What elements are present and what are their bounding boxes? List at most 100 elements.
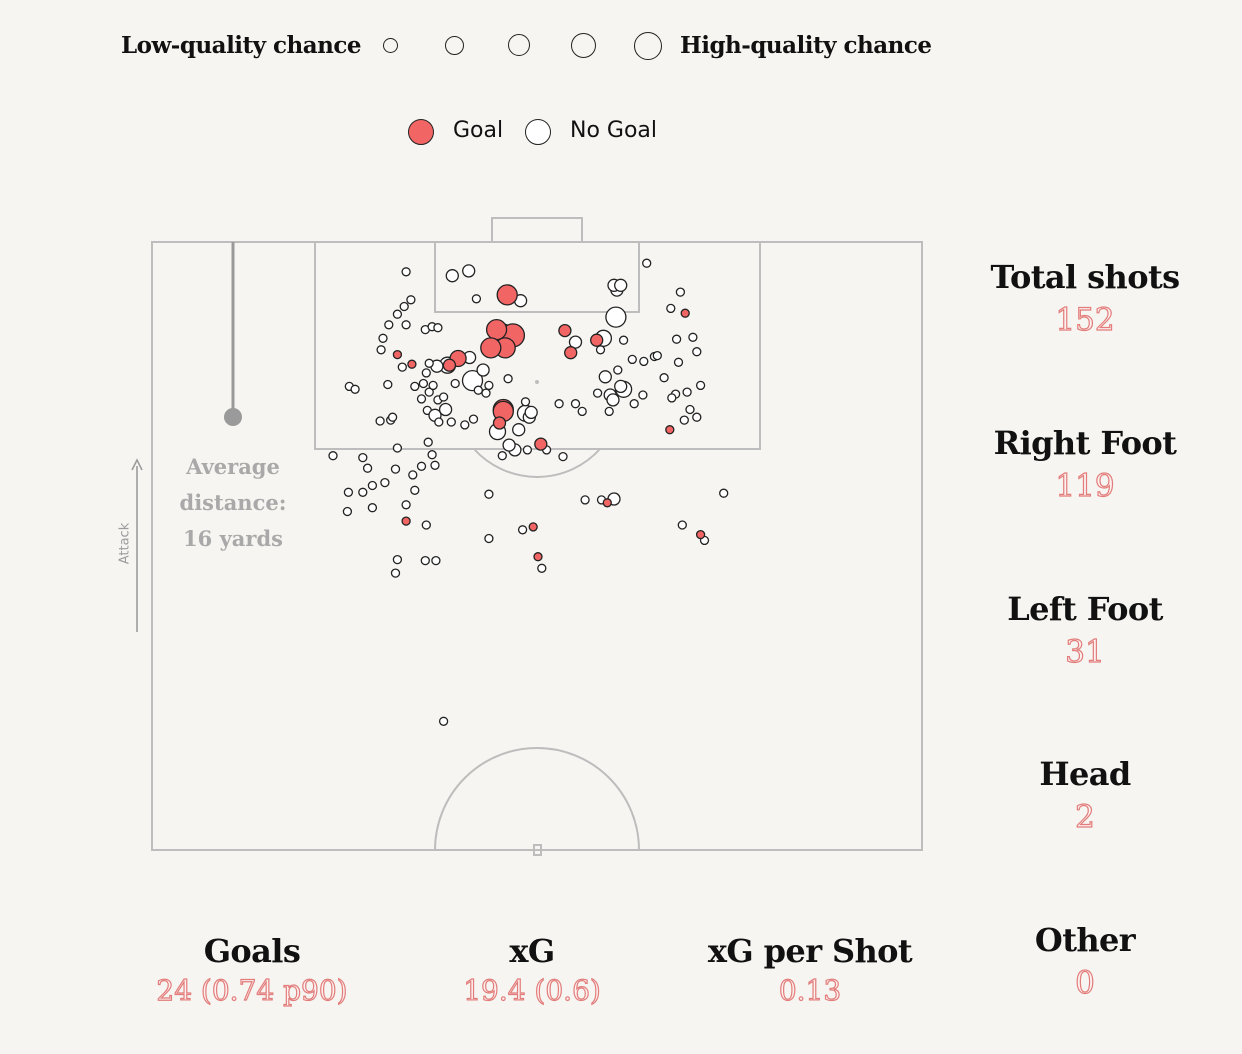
shot-point <box>652 350 662 361</box>
goals-value: 24 (0.74 p90) <box>156 973 348 1007</box>
quality-size-1-icon <box>383 38 398 53</box>
shot-point <box>375 416 385 426</box>
average-distance-annotation: Average distance: 16 yards <box>160 449 306 557</box>
shot-point <box>427 450 437 460</box>
shot-point <box>598 370 612 384</box>
other-stat: Other 0 <box>985 921 1185 1002</box>
shot-point <box>517 525 528 535</box>
shot-point <box>423 437 433 447</box>
shot-point <box>667 393 677 403</box>
shot-point <box>671 334 682 344</box>
attack-label: Attack <box>117 522 133 565</box>
right-foot-value: 119 <box>1055 467 1115 504</box>
total-shots-value: 152 <box>1055 301 1115 338</box>
xg-per-shot-stat: xG per Shot 0.13 <box>680 932 940 1008</box>
shot-point <box>692 412 702 422</box>
shot-point <box>410 381 420 392</box>
shot-point <box>554 399 564 409</box>
shot-point <box>502 438 516 452</box>
shot-point-goal <box>480 337 502 359</box>
right-foot-stat: Right Foot 119 <box>985 424 1185 505</box>
no-goal-marker-icon <box>525 119 551 145</box>
right-foot-label: Right Foot <box>993 424 1177 462</box>
shot-point <box>378 333 388 343</box>
shot-point <box>399 301 409 312</box>
shot-point <box>418 378 429 389</box>
shot-point-goal <box>392 349 403 360</box>
shot-point <box>328 451 338 461</box>
shot-point <box>719 488 729 498</box>
quality-size-3-icon <box>508 34 530 56</box>
goals-label: Goals <box>203 932 301 970</box>
shot-point-goal <box>528 522 538 532</box>
head-value: 2 <box>1075 798 1096 835</box>
shot-point <box>433 323 443 333</box>
center-spot <box>533 844 542 856</box>
shot-point <box>468 414 479 424</box>
average-label-line-2: distance: <box>179 490 287 515</box>
shot-point <box>666 303 676 314</box>
shot-point-goal <box>407 359 417 369</box>
average-label-line-1: Average <box>186 454 280 479</box>
shot-point <box>604 406 614 417</box>
shot-point <box>476 363 490 377</box>
shot-point <box>383 379 393 390</box>
quality-legend: Low-quality chance High-quality chance <box>0 24 1242 70</box>
center-circle-arc <box>434 747 640 851</box>
shot-point <box>362 463 373 473</box>
shot-point <box>481 388 491 398</box>
shot-point-goal <box>442 358 457 372</box>
shot-point <box>606 393 620 407</box>
shot-point <box>408 470 418 480</box>
shot-point-goal <box>602 498 612 508</box>
shot-point <box>434 417 444 427</box>
shot-point <box>390 464 401 474</box>
shot-point <box>629 399 639 409</box>
shot-point <box>438 402 453 417</box>
shot-point <box>484 533 494 544</box>
xg-per-shot-label: xG per Shot <box>707 932 913 970</box>
shot-point <box>421 520 431 530</box>
shot-point <box>618 335 629 345</box>
average-label-line-3: 16 yards <box>183 526 283 551</box>
shot-point <box>461 369 484 392</box>
quality-size-2-icon <box>445 36 464 55</box>
shot-point <box>462 264 476 278</box>
goal-label: Goal <box>453 118 504 143</box>
shot-point-goal <box>533 552 543 562</box>
shot-point <box>627 354 637 365</box>
shot-point-goal <box>665 425 675 435</box>
shot-point <box>445 269 459 283</box>
shot-point <box>438 716 449 726</box>
outcome-legend: Goal No Goal <box>0 112 1242 152</box>
shot-point <box>695 380 706 391</box>
shot-point <box>376 345 386 355</box>
shot-point <box>503 374 513 384</box>
shot-point <box>682 387 692 397</box>
shot-point <box>420 555 430 566</box>
shot-point <box>675 287 686 297</box>
shot-point <box>428 380 438 391</box>
shot-point <box>431 555 441 566</box>
shot-point <box>642 258 652 268</box>
six-yard-box <box>434 241 640 313</box>
shot-point <box>342 506 353 517</box>
shot-point <box>638 390 648 400</box>
pitch-lines <box>151 217 923 856</box>
shot-point <box>614 379 628 394</box>
shot-point <box>401 500 411 510</box>
total-shots-label: Total shots <box>990 258 1180 296</box>
left-foot-label: Left Foot <box>1007 590 1163 628</box>
shot-point-goal <box>492 416 507 430</box>
shot-point <box>397 362 407 372</box>
shot-point-goal <box>590 333 604 347</box>
shot-point <box>522 445 533 455</box>
shot-point <box>614 278 628 292</box>
shot-point <box>401 267 411 277</box>
shot-point <box>484 489 494 499</box>
shot-point <box>692 347 702 357</box>
shot-point <box>580 495 590 505</box>
other-value: 0 <box>1075 964 1096 1001</box>
shot-point <box>410 485 420 495</box>
goals-stat: Goals 24 (0.74 p90) <box>132 932 372 1008</box>
